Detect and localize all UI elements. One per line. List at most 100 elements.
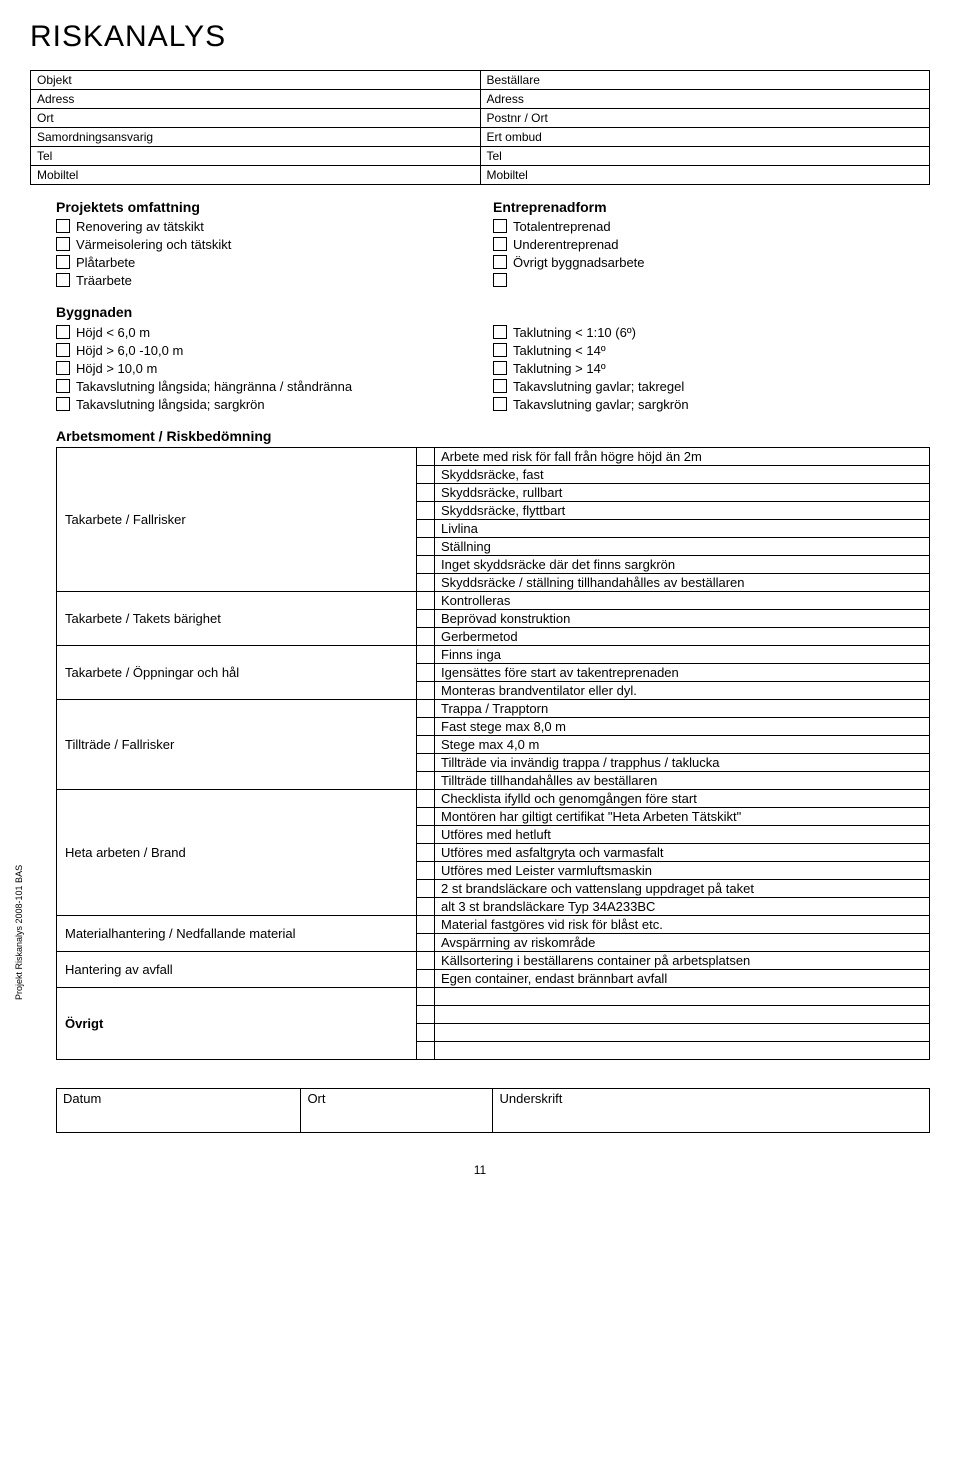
building-section: Byggnaden Höjd < 6,0 mHöjd > 6,0 -10,0 m… bbox=[30, 304, 930, 414]
side-ref-text: Projekt Riskanalys 2008-101 BAS bbox=[14, 865, 24, 1000]
scope-section: Projektets omfattning Renovering av tätsk… bbox=[30, 199, 930, 290]
risk-checkbox[interactable] bbox=[417, 448, 435, 466]
checkbox-label: Renovering av tätskikt bbox=[76, 218, 493, 235]
header-cell[interactable]: Tel bbox=[31, 147, 481, 166]
risk-option-label: Stege max 4,0 m bbox=[435, 736, 930, 754]
risk-checkbox[interactable] bbox=[417, 700, 435, 718]
checkbox[interactable] bbox=[56, 237, 70, 251]
risk-option-label: Avspärrning av riskområde bbox=[435, 934, 930, 952]
risk-option-label bbox=[435, 988, 930, 1006]
header-cell[interactable]: Adress bbox=[31, 90, 481, 109]
section-subtitle: Projektets omfattning bbox=[56, 199, 493, 215]
signature-underskrift[interactable]: Underskrift bbox=[493, 1089, 930, 1133]
header-cell[interactable]: Mobiltel bbox=[31, 166, 481, 185]
risk-checkbox[interactable] bbox=[417, 502, 435, 520]
checkbox-label: Taklutning > 14º bbox=[513, 360, 930, 377]
risk-checkbox[interactable] bbox=[417, 952, 435, 970]
checkbox-row: Plåtarbete bbox=[56, 254, 493, 271]
header-cell[interactable]: Postnr / Ort bbox=[480, 109, 930, 128]
checkbox[interactable] bbox=[493, 237, 507, 251]
header-cell[interactable]: Objekt bbox=[31, 71, 481, 90]
risk-checkbox[interactable] bbox=[417, 466, 435, 484]
risk-checkbox[interactable] bbox=[417, 556, 435, 574]
header-cell[interactable]: Ort bbox=[31, 109, 481, 128]
checkbox[interactable] bbox=[493, 379, 507, 393]
signature-ort[interactable]: Ort bbox=[301, 1089, 493, 1133]
checkbox[interactable] bbox=[56, 255, 70, 269]
risk-checkbox[interactable] bbox=[417, 934, 435, 952]
risk-option-label: Skyddsräcke, rullbart bbox=[435, 484, 930, 502]
checkbox[interactable] bbox=[56, 379, 70, 393]
risk-checkbox[interactable] bbox=[417, 1042, 435, 1060]
risk-option-label: Skyddsräcke, flyttbart bbox=[435, 502, 930, 520]
risk-option-label: Utföres med hetluft bbox=[435, 826, 930, 844]
risk-checkbox[interactable] bbox=[417, 520, 435, 538]
checkbox-label: Totalentreprenad bbox=[513, 218, 930, 235]
checkbox[interactable] bbox=[56, 219, 70, 233]
risk-checkbox[interactable] bbox=[417, 664, 435, 682]
risk-checkbox[interactable] bbox=[417, 538, 435, 556]
checkbox[interactable] bbox=[493, 325, 507, 339]
risk-checkbox[interactable] bbox=[417, 808, 435, 826]
checkbox-row: Takavslutning långsida; hängränna / stån… bbox=[56, 378, 493, 395]
checkbox[interactable] bbox=[493, 219, 507, 233]
checkbox-row: Värmeisolering och tätskikt bbox=[56, 236, 493, 253]
risk-checkbox[interactable] bbox=[417, 862, 435, 880]
risk-checkbox[interactable] bbox=[417, 592, 435, 610]
checkbox[interactable] bbox=[56, 361, 70, 375]
risk-option-label: Utföres med asfaltgryta och varmasfalt bbox=[435, 844, 930, 862]
risk-checkbox[interactable] bbox=[417, 646, 435, 664]
risk-checkbox[interactable] bbox=[417, 1024, 435, 1042]
risk-checkbox[interactable] bbox=[417, 916, 435, 934]
risk-checkbox[interactable] bbox=[417, 610, 435, 628]
risk-checkbox[interactable] bbox=[417, 880, 435, 898]
checkbox-label: Övrigt byggnadsarbete bbox=[513, 254, 930, 271]
risk-checkbox[interactable] bbox=[417, 628, 435, 646]
checkbox[interactable] bbox=[56, 273, 70, 287]
risk-category: Takarbete / Takets bärighet bbox=[57, 592, 417, 646]
risk-checkbox[interactable] bbox=[417, 790, 435, 808]
risk-checkbox[interactable] bbox=[417, 772, 435, 790]
risk-option-label: alt 3 st brandsläckare Typ 34A233BC bbox=[435, 898, 930, 916]
risk-option-label bbox=[435, 1006, 930, 1024]
header-cell[interactable]: Tel bbox=[480, 147, 930, 166]
checkbox[interactable] bbox=[493, 273, 507, 287]
signature-table: Datum Ort Underskrift bbox=[56, 1088, 930, 1133]
risk-option-label: Igensättes före start av takentreprenade… bbox=[435, 664, 930, 682]
checkbox[interactable] bbox=[56, 343, 70, 357]
header-cell[interactable]: Adress bbox=[480, 90, 930, 109]
checkbox[interactable] bbox=[493, 361, 507, 375]
risk-option-label: Monteras brandventilator eller dyl. bbox=[435, 682, 930, 700]
risk-checkbox[interactable] bbox=[417, 898, 435, 916]
header-cell[interactable]: Ert ombud bbox=[480, 128, 930, 147]
checkbox[interactable] bbox=[56, 397, 70, 411]
header-cell[interactable]: Beställare bbox=[480, 71, 930, 90]
checkbox[interactable] bbox=[56, 325, 70, 339]
checkbox[interactable] bbox=[493, 397, 507, 411]
risk-checkbox[interactable] bbox=[417, 682, 435, 700]
checkbox-row: Renovering av tätskikt bbox=[56, 218, 493, 235]
risk-checkbox[interactable] bbox=[417, 484, 435, 502]
checkbox[interactable] bbox=[493, 343, 507, 357]
risk-checkbox[interactable] bbox=[417, 574, 435, 592]
risk-checkbox[interactable] bbox=[417, 754, 435, 772]
risk-option-label: Material fastgöres vid risk för blåst et… bbox=[435, 916, 930, 934]
risk-checkbox[interactable] bbox=[417, 844, 435, 862]
signature-datum[interactable]: Datum bbox=[57, 1089, 301, 1133]
checkbox-row: Höjd > 10,0 m bbox=[56, 360, 493, 377]
checkbox-label: Höjd > 10,0 m bbox=[76, 360, 493, 377]
risk-checkbox[interactable] bbox=[417, 826, 435, 844]
risk-checkbox[interactable] bbox=[417, 988, 435, 1006]
checkbox-row: Taklutning < 14º bbox=[493, 342, 930, 359]
header-cell[interactable]: Mobiltel bbox=[480, 166, 930, 185]
risk-option-label: Arbete med risk för fall från högre höjd… bbox=[435, 448, 930, 466]
checkbox-label: Underentreprenad bbox=[513, 236, 930, 253]
risk-option-label: Livlina bbox=[435, 520, 930, 538]
risk-checkbox[interactable] bbox=[417, 1006, 435, 1024]
header-cell[interactable]: Samordningsansvarig bbox=[31, 128, 481, 147]
checkbox[interactable] bbox=[493, 255, 507, 269]
risk-checkbox[interactable] bbox=[417, 970, 435, 988]
risk-checkbox[interactable] bbox=[417, 736, 435, 754]
risk-option-label: Montören har giltigt certifikat "Heta Ar… bbox=[435, 808, 930, 826]
risk-checkbox[interactable] bbox=[417, 718, 435, 736]
